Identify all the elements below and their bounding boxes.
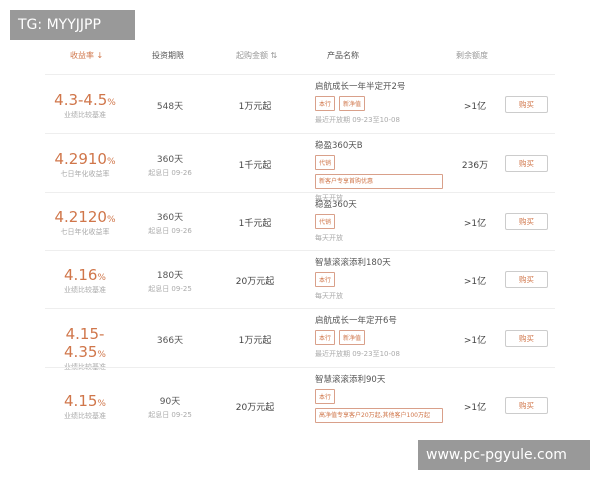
open-period: 最近开放期 09-23至10-08	[315, 116, 400, 124]
product-name[interactable]: 稳盈360天B	[315, 141, 363, 151]
value-date: 起息日 09-26	[148, 168, 192, 177]
term-cell: 180天 起息日 09-25	[140, 268, 200, 294]
rate-percent: %	[97, 349, 106, 360]
term-value: 180天	[156, 271, 184, 281]
buy-button[interactable]: 购买	[505, 271, 548, 288]
term-value: 90天	[159, 396, 181, 407]
open-period: 每天开放	[315, 234, 343, 242]
rate-value: 4.15-4.35	[64, 324, 105, 361]
table-header: 收益率 ↓ 投资期限 起购金额 ⇅ 产品名称 剩余额度	[40, 42, 560, 74]
product-cell: 智慧滚滚添利180天 本行 每天开放	[315, 256, 465, 301]
rate-cell: 4.3-4.5% 业绩比较基准	[45, 91, 125, 120]
term-value: 360天	[156, 213, 184, 223]
product-name[interactable]: 稳盈360天	[315, 200, 357, 210]
rate-label: 七日年化收益率	[60, 228, 110, 236]
product-cell: 稳盈360天B 代销新客户专享首购优惠 每天开放	[315, 139, 465, 203]
remaining-quota: >1亿	[463, 101, 487, 112]
product-name[interactable]: 启航成长一年定开6号	[315, 316, 397, 326]
watermark-top: TG: MYYJJPP	[10, 10, 135, 40]
buy-button[interactable]: 购买	[505, 329, 548, 347]
product-cell: 稳盈360天 代销 每天开放	[315, 198, 465, 243]
rate-label: 七日年化收益率	[60, 169, 110, 178]
remaining-header: 剩余额度	[456, 51, 488, 60]
product-cell: 启航成长一年半定开2号 本行 新净值 最近开放期 09-23至10-08	[315, 80, 465, 125]
table-row: 4.16% 业绩比较基准 180天 起息日 09-25 20万元起 智慧滚滚添利…	[45, 250, 555, 308]
min-amount: 1万元起	[238, 101, 272, 112]
term-value: 366天	[156, 335, 184, 346]
product-tag: 新净值	[339, 96, 366, 111]
rate-value: 4.16	[64, 266, 98, 284]
product-tag: 代销	[315, 214, 336, 229]
value-date: 起息日 09-25	[148, 285, 192, 293]
min-amount: 1万元起	[238, 335, 272, 346]
product-cell: 智慧滚滚添利90天 本行高净值专享客户20万起,其他客户100万起	[315, 373, 465, 423]
product-name[interactable]: 智慧滚滚添利90天	[315, 375, 386, 385]
remaining-quota: >1亿	[463, 335, 487, 346]
rate-label: 业绩比较基准	[64, 362, 106, 371]
sort-rate-header[interactable]: 收益率 ↓	[70, 51, 104, 60]
product-tag: 本行	[315, 330, 336, 345]
rate-percent: %	[107, 97, 116, 108]
table-row: 4.2120% 七日年化收益率 360天 起息日 09-26 1千元起 稳盈36…	[45, 192, 555, 250]
product-name[interactable]: 智慧滚滚添利180天	[315, 258, 391, 268]
rate-cell: 4.15-4.35% 业绩比较基准	[45, 325, 125, 372]
term-cell: 360天 起息日 09-26	[140, 210, 200, 236]
rate-percent: %	[97, 398, 106, 409]
rate-percent: %	[106, 156, 116, 167]
open-period: 最近开放期 09-23至10-08	[315, 350, 400, 358]
product-header: 产品名称	[327, 51, 359, 60]
rate-cell: 4.15% 业绩比较基准	[45, 392, 125, 421]
min-amount: 1千元起	[238, 160, 272, 171]
product-tag: 新净值	[339, 330, 366, 345]
term-cell: 548天	[140, 99, 200, 112]
buy-button[interactable]: 购买	[505, 396, 548, 414]
rate-value: 4.2910	[54, 149, 107, 168]
product-tag: 高净值专享客户20万起,其他客户100万起	[315, 408, 443, 423]
product-name[interactable]: 启航成长一年半定开2号	[315, 82, 406, 92]
min-amount: 1千元起	[238, 219, 272, 229]
rate-value: 4.3-4.5	[54, 90, 108, 109]
watermark-bottom: www.pc-pgyule.com	[418, 440, 590, 470]
remaining-quota: 236万	[461, 160, 489, 171]
min-amount: 20万元起	[235, 277, 275, 287]
product-tag: 新客户专享首购优惠	[315, 174, 443, 189]
remaining-quota: >1亿	[463, 219, 487, 229]
rate-cell: 4.16% 业绩比较基准	[45, 266, 125, 295]
product-tag: 本行	[315, 272, 336, 287]
remaining-quota: >1亿	[463, 402, 487, 413]
min-amount: 20万元起	[235, 402, 275, 413]
table-row: 4.15-4.35% 业绩比较基准 366天 1万元起 启航成长一年定开6号 本…	[45, 308, 555, 371]
term-cell: 360天 起息日 09-26	[140, 152, 200, 178]
rate-label: 业绩比较基准	[64, 110, 106, 119]
product-tag: 本行	[315, 96, 336, 111]
product-cell: 启航成长一年定开6号 本行 新净值 最近开放期 09-23至10-08	[315, 314, 465, 359]
remaining-quota: >1亿	[463, 277, 487, 287]
term-value: 360天	[156, 154, 184, 165]
term-cell: 366天	[140, 333, 200, 346]
term-value: 548天	[156, 101, 184, 112]
buy-button[interactable]: 购买	[505, 213, 548, 230]
table-row: 4.3-4.5% 业绩比较基准 548天 1万元起 启航成长一年半定开2号 本行…	[45, 74, 555, 133]
buy-button[interactable]: 购买	[505, 154, 548, 172]
rate-label: 业绩比较基准	[64, 411, 106, 420]
product-tag: 本行	[315, 389, 336, 404]
rate-percent: %	[97, 273, 106, 283]
rate-cell: 4.2120% 七日年化收益率	[45, 208, 125, 237]
product-tag: 代销	[315, 155, 336, 170]
open-period: 每天开放	[315, 292, 343, 300]
value-date: 起息日 09-26	[148, 227, 192, 235]
buy-button[interactable]: 购买	[505, 95, 548, 113]
term-cell: 90天 起息日 09-25	[140, 394, 200, 420]
rate-value: 4.15	[64, 391, 98, 410]
rate-percent: %	[106, 215, 116, 225]
value-date: 起息日 09-25	[148, 410, 192, 419]
table-row: 4.15% 业绩比较基准 90天 起息日 09-25 20万元起 智慧滚滚添利9…	[45, 367, 555, 442]
sort-amount-header[interactable]: 起购金额 ⇅	[236, 51, 278, 60]
rate-cell: 4.2910% 七日年化收益率	[45, 150, 125, 179]
rate-value: 4.2120	[54, 208, 107, 226]
rate-label: 业绩比较基准	[64, 286, 106, 294]
term-header: 投资期限	[152, 51, 184, 60]
open-period: 每天开放	[315, 194, 343, 202]
table-row: 4.2910% 七日年化收益率 360天 起息日 09-26 1千元起 稳盈36…	[45, 133, 555, 202]
